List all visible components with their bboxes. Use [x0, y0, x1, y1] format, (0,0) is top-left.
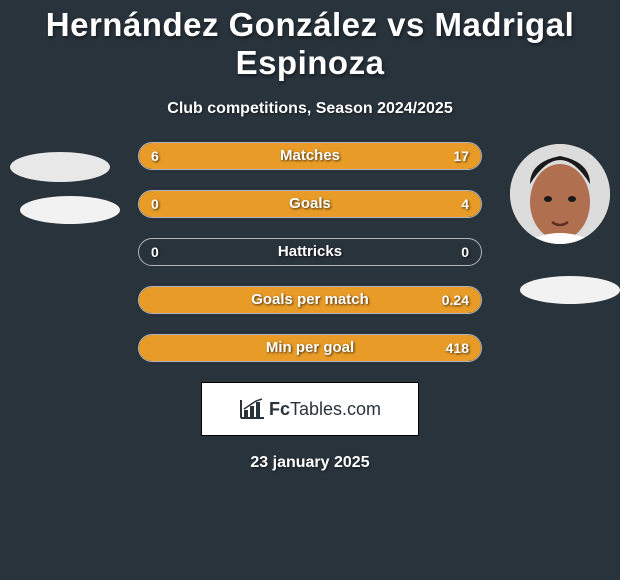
bar-chart-icon: [239, 398, 265, 420]
page-subtitle: Club competitions, Season 2024/2025: [0, 100, 620, 118]
source-logo-box: FcTables.com: [201, 382, 419, 436]
stat-label: Goals: [139, 191, 481, 217]
source-logo-text: FcTables.com: [269, 399, 381, 420]
stat-row: 0.24Goals per match: [138, 286, 482, 314]
stat-label: Hattricks: [139, 239, 481, 265]
player-right-avatar: [510, 144, 610, 244]
player-left-club-badge: [20, 196, 120, 224]
stat-label: Min per goal: [139, 335, 481, 361]
stat-row: 617Matches: [138, 142, 482, 170]
player-right-photo: [510, 144, 610, 244]
page-title: Hernández González vs Madrigal Espinoza: [0, 6, 620, 82]
comparison-panel: 617Matches 04Goals 00Hattricks 0.24Goals pe…: [0, 142, 620, 362]
stat-label: Matches: [139, 143, 481, 169]
stat-row: 00Hattricks: [138, 238, 482, 266]
stat-row: 04Goals: [138, 190, 482, 218]
stat-row: 418Min per goal: [138, 334, 482, 362]
snapshot-date: 23 january 2025: [0, 454, 620, 472]
player-right-club-badge: [520, 276, 620, 304]
stat-label: Goals per match: [139, 287, 481, 313]
player-left-avatar: [10, 152, 110, 182]
stat-bars: 617Matches 04Goals 00Hattricks 0.24Goals pe…: [138, 142, 482, 362]
